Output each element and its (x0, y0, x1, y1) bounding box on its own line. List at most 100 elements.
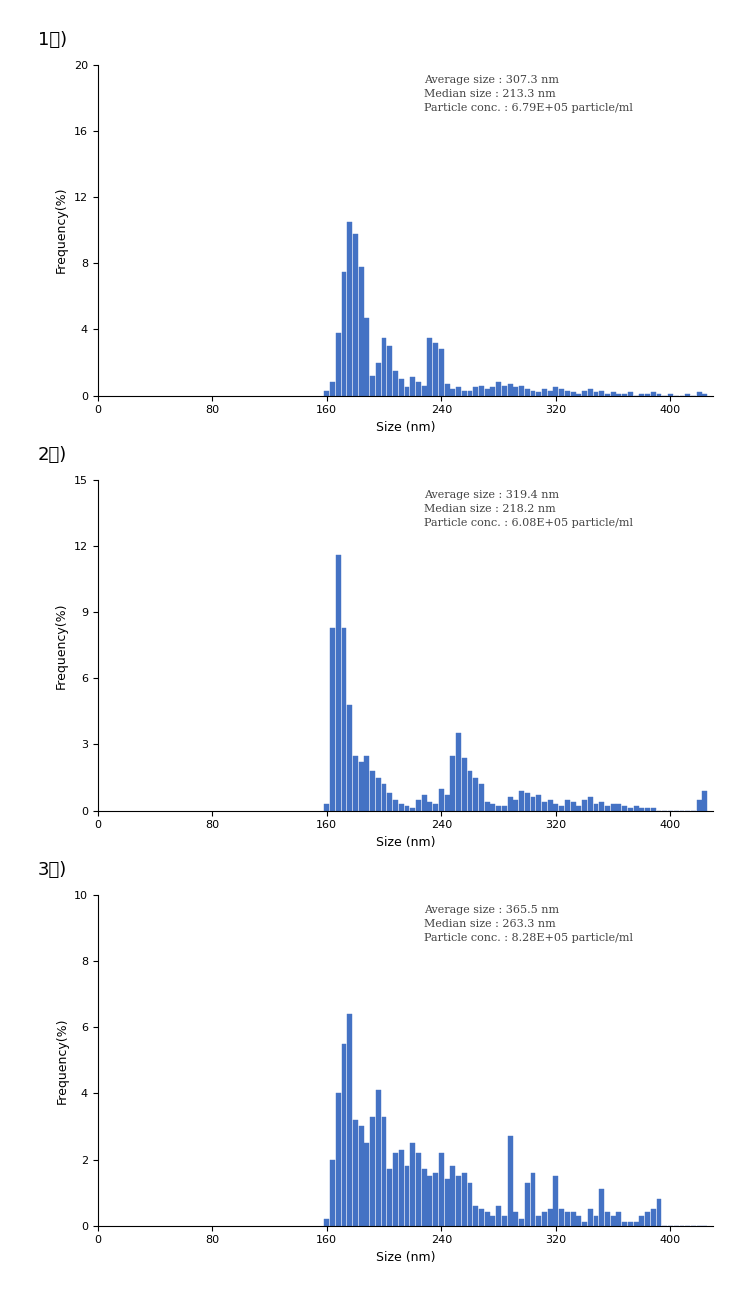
Bar (399, 379, 404, 396)
Bar (593, 392, 599, 396)
Bar (364, 1143, 369, 1226)
Bar (376, 363, 381, 396)
Bar (588, 1209, 593, 1226)
Bar (605, 1213, 610, 1226)
Bar (617, 394, 621, 396)
Bar (639, 394, 644, 396)
Bar (324, 804, 329, 811)
Y-axis label: Frequency(%): Frequency(%) (56, 602, 68, 689)
Bar (645, 808, 650, 811)
Bar (536, 1215, 541, 1226)
Bar (559, 1209, 564, 1226)
Bar (382, 337, 387, 396)
Bar (639, 808, 644, 811)
Bar (427, 1176, 433, 1226)
Bar (588, 798, 593, 811)
Bar (577, 1215, 581, 1226)
Bar (342, 628, 346, 811)
Bar (439, 789, 444, 811)
Bar (514, 388, 518, 396)
Bar (623, 394, 627, 396)
Bar (462, 1172, 466, 1226)
Bar (462, 390, 466, 396)
Bar (685, 394, 690, 396)
Bar (577, 394, 581, 396)
Bar (496, 807, 501, 811)
Bar (565, 1213, 570, 1226)
Bar (639, 1215, 644, 1226)
Bar (427, 337, 433, 396)
Bar (697, 799, 701, 811)
Bar (628, 1222, 633, 1226)
Bar (525, 1183, 529, 1226)
Bar (433, 342, 438, 396)
Bar (370, 770, 375, 811)
Bar (484, 802, 490, 811)
Bar (427, 802, 433, 811)
Bar (628, 808, 633, 811)
Bar (433, 804, 438, 811)
Bar (571, 802, 575, 811)
Bar (519, 791, 524, 811)
Bar (634, 1222, 638, 1226)
Bar (565, 390, 570, 396)
Bar (359, 267, 363, 396)
Bar (456, 1176, 461, 1226)
Bar (599, 802, 604, 811)
Bar (410, 377, 415, 396)
Bar (593, 1215, 599, 1226)
Bar (473, 1206, 478, 1226)
Bar (422, 795, 427, 811)
Bar (388, 1170, 392, 1226)
Bar (445, 795, 450, 811)
Y-axis label: Frequency(%): Frequency(%) (56, 187, 68, 274)
Bar (502, 1215, 507, 1226)
Bar (439, 1153, 444, 1226)
Bar (490, 388, 496, 396)
Text: Average size : 319.4 nm
Median size : 218.2 nm
Particle conc. : 6.08E+05 particl: Average size : 319.4 nm Median size : 21… (424, 490, 633, 528)
Bar (336, 1093, 341, 1226)
Bar (364, 318, 369, 396)
Bar (628, 392, 633, 396)
Bar (330, 1160, 335, 1226)
Bar (508, 1136, 512, 1226)
Bar (484, 1213, 490, 1226)
Bar (388, 346, 392, 396)
Bar (542, 802, 547, 811)
Bar (370, 376, 375, 396)
Bar (697, 392, 701, 396)
Bar (359, 763, 363, 811)
Bar (382, 785, 387, 811)
Bar (370, 1117, 375, 1226)
Bar (451, 755, 455, 811)
Bar (559, 807, 564, 811)
Bar (553, 1176, 558, 1226)
Bar (364, 755, 369, 811)
Bar (617, 804, 621, 811)
Bar (519, 1219, 524, 1226)
Bar (530, 1172, 535, 1226)
Bar (347, 222, 352, 396)
Bar (479, 785, 484, 811)
Bar (451, 1166, 455, 1226)
Bar (473, 388, 478, 396)
Bar (347, 1014, 352, 1226)
Bar (462, 757, 466, 811)
Bar (577, 807, 581, 811)
Bar (336, 555, 341, 811)
Bar (611, 1215, 616, 1226)
Bar (542, 389, 547, 396)
Bar (422, 1170, 427, 1226)
Bar (422, 385, 427, 396)
Bar (623, 1222, 627, 1226)
Bar (542, 1213, 547, 1226)
Bar (388, 792, 392, 811)
Bar (410, 1143, 415, 1226)
Bar (656, 394, 662, 396)
Bar (611, 804, 616, 811)
Bar (656, 1200, 662, 1226)
Bar (393, 799, 398, 811)
Bar (553, 388, 558, 396)
Bar (530, 798, 535, 811)
Bar (496, 1206, 501, 1226)
